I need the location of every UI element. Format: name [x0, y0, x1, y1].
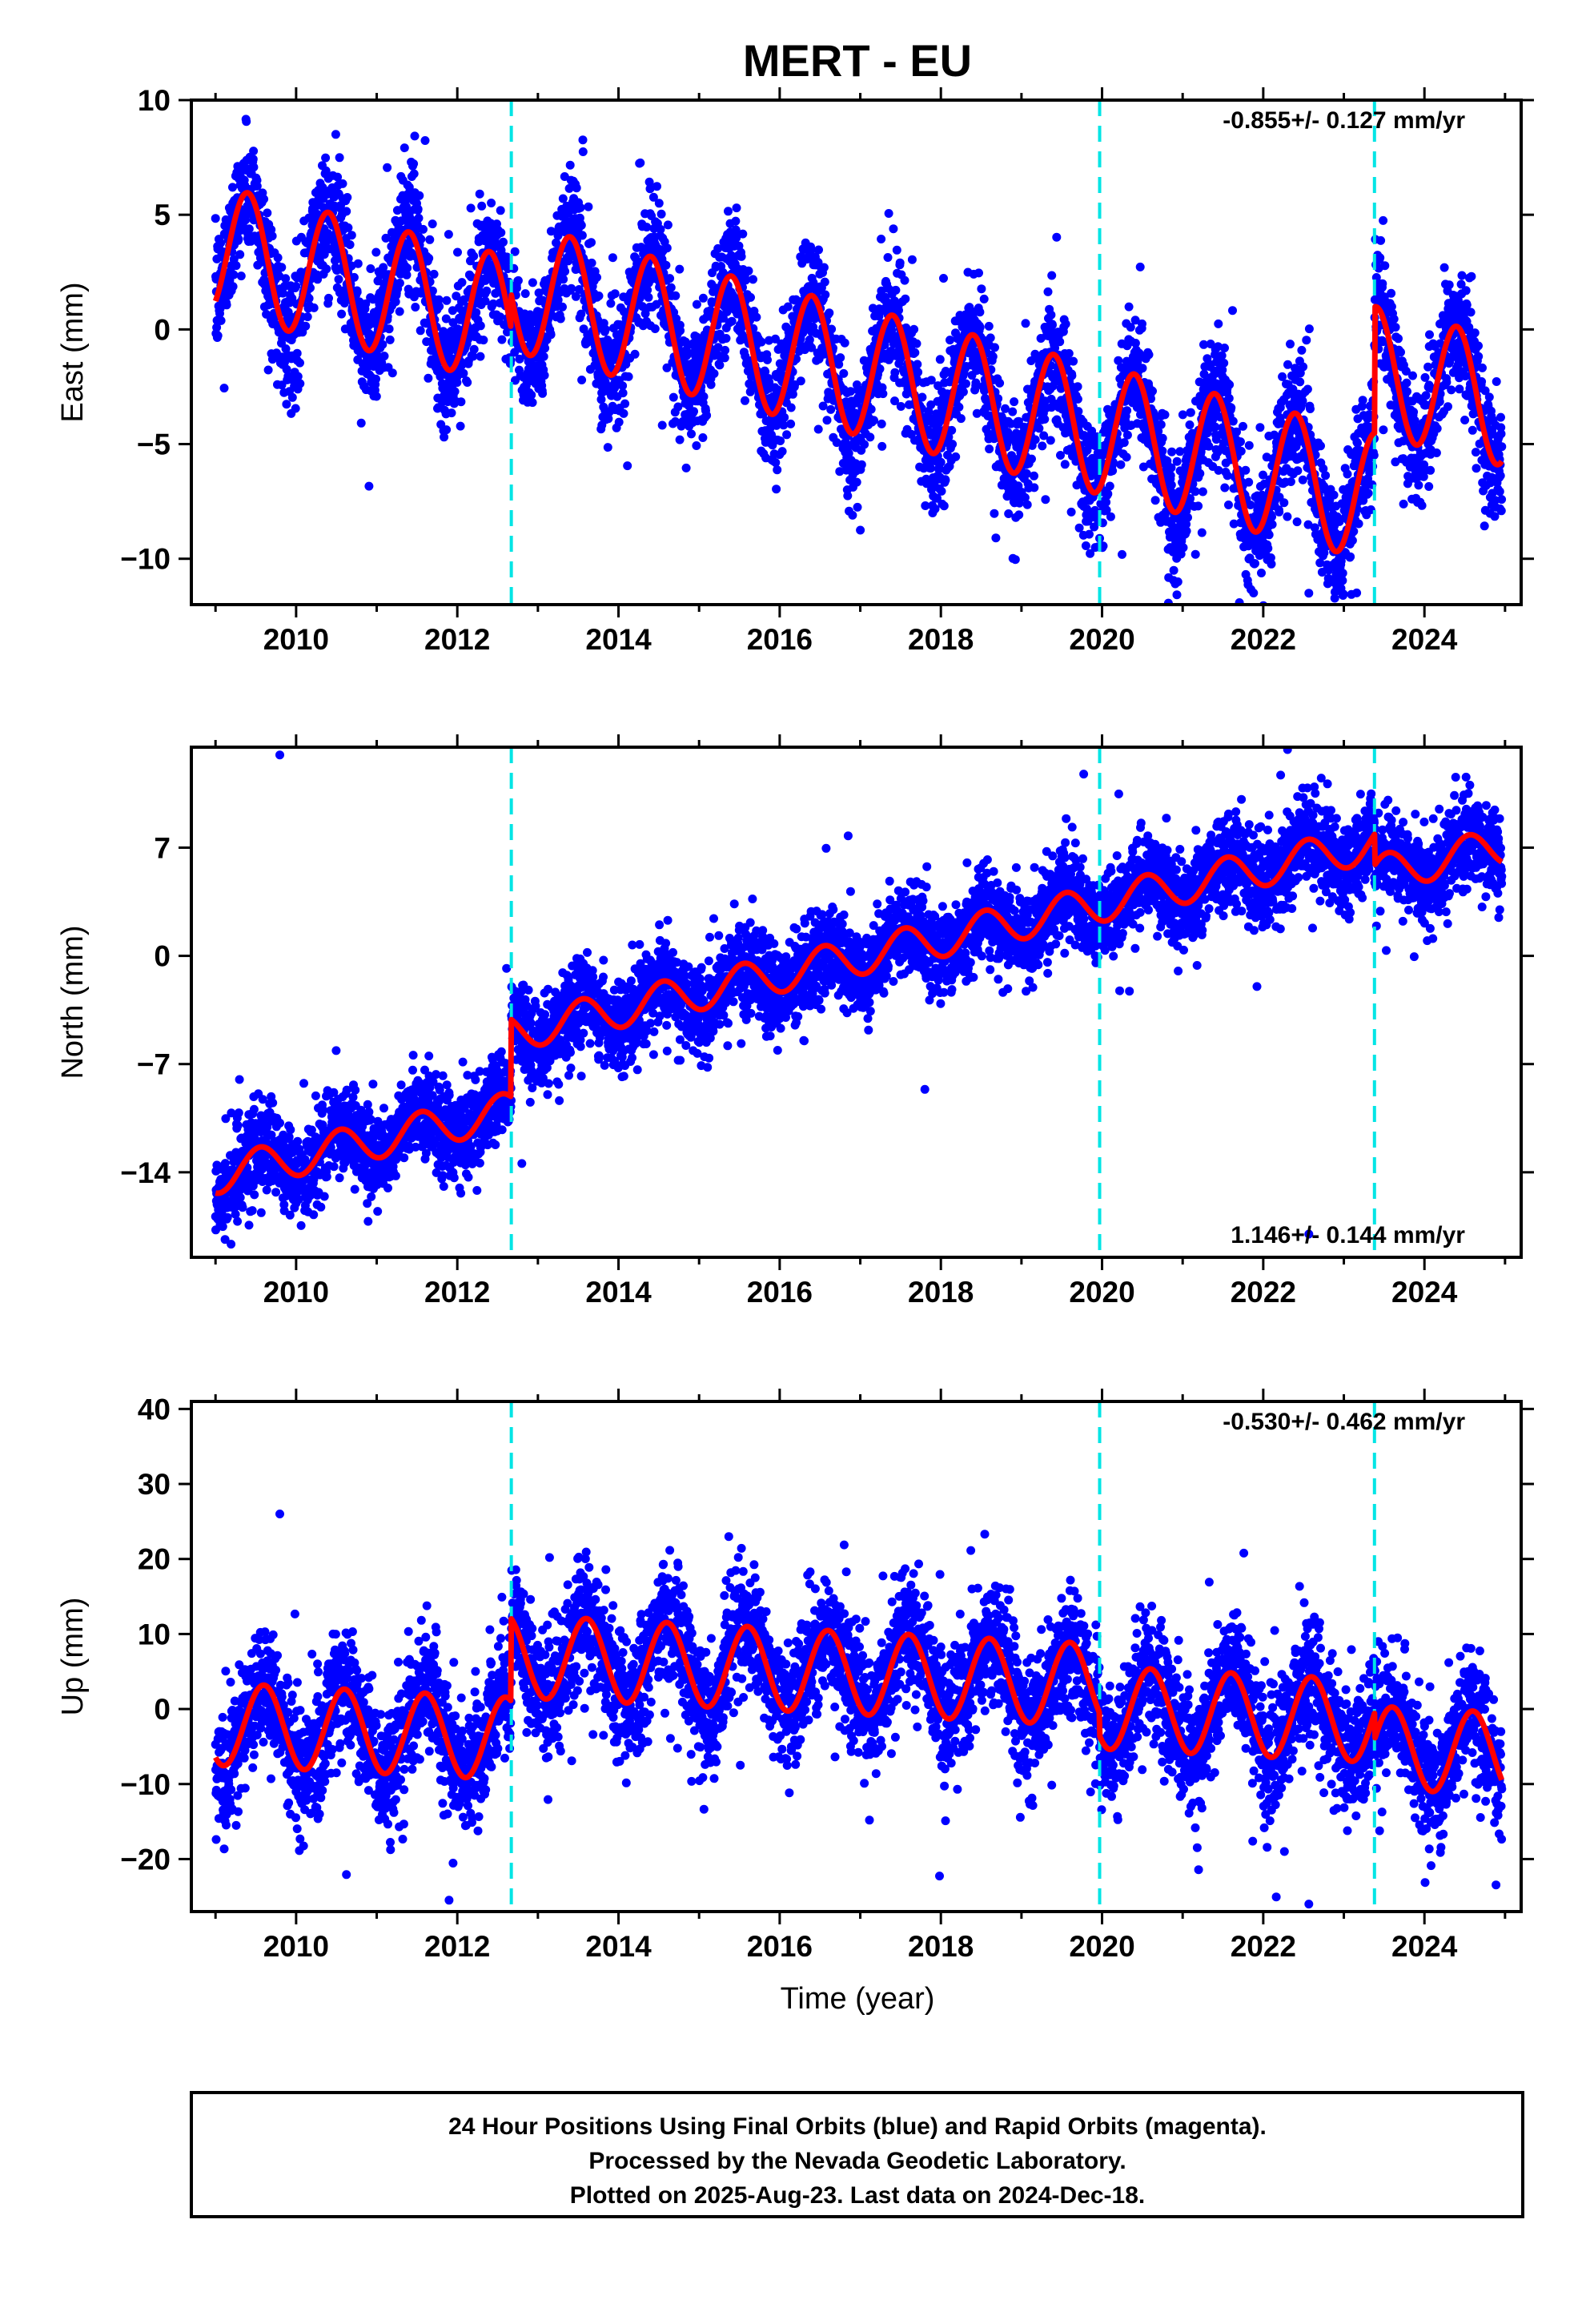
- x-tick-label: 2022: [1231, 1930, 1296, 1963]
- x-tick-label: 2016: [747, 623, 813, 656]
- x-tick-label: 2020: [1069, 1930, 1134, 1963]
- x-tick-label: 2012: [424, 623, 490, 656]
- rate-label: -0.855+/- 0.127 mm/yr: [1223, 107, 1465, 134]
- x-tick-label: 2024: [1391, 623, 1458, 656]
- x-tick-label: 2018: [908, 1276, 974, 1309]
- y-tick-label: −20: [120, 1843, 171, 1876]
- y-tick-label: 10: [138, 1618, 171, 1651]
- x-tick-label: 2014: [585, 623, 652, 656]
- x-tick-label: 2022: [1231, 1276, 1296, 1309]
- y-tick-label: −10: [120, 543, 171, 576]
- footer-line-3: Plotted on 2025-Aug-23. Last data on 202…: [570, 2182, 1146, 2209]
- y-tick-label: −14: [120, 1156, 171, 1189]
- x-tick-label: 2022: [1231, 623, 1296, 656]
- y-axis-label: North (mm): [56, 925, 90, 1079]
- x-tick-label: 2018: [908, 1930, 974, 1963]
- x-tick-label: 2016: [747, 1276, 813, 1309]
- footer-box: 24 Hour Positions Using Final Orbits (bl…: [191, 2093, 1523, 2217]
- y-axis-label: East (mm): [56, 282, 90, 422]
- figure-title: MERT - EU: [743, 35, 972, 86]
- y-tick-label: 5: [154, 199, 171, 231]
- y-tick-label: 0: [154, 940, 171, 973]
- x-tick-label: 2016: [747, 1930, 813, 1963]
- x-tick-label: 2018: [908, 623, 974, 656]
- x-tick-label: 2024: [1391, 1276, 1458, 1309]
- x-tick-label: 2012: [424, 1276, 490, 1309]
- y-tick-label: 40: [138, 1393, 171, 1425]
- x-tick-label: 2024: [1391, 1930, 1458, 1963]
- y-tick-label: 30: [138, 1468, 171, 1501]
- x-tick-label: 2012: [424, 1930, 490, 1963]
- x-tick-label: 2020: [1069, 623, 1134, 656]
- y-tick-label: 0: [154, 1693, 171, 1726]
- rate-label: -0.530+/- 0.462 mm/yr: [1223, 1409, 1465, 1435]
- y-tick-label: 0: [154, 313, 171, 346]
- x-tick-label: 2014: [585, 1930, 652, 1963]
- y-axis-label: Up (mm): [56, 1598, 90, 1716]
- rate-label: 1.146+/- 0.144 mm/yr: [1231, 1222, 1465, 1248]
- y-tick-label: 20: [138, 1543, 171, 1576]
- x-tick-label: 2010: [263, 623, 329, 656]
- footer-line-2: Processed by the Nevada Geodetic Laborat…: [588, 2148, 1126, 2174]
- footer-line-1: 24 Hour Positions Using Final Orbits (bl…: [448, 2113, 1267, 2140]
- x-axis-label: Time (year): [781, 1982, 935, 2016]
- x-tick-label: 2010: [263, 1930, 329, 1963]
- y-tick-label: −5: [137, 428, 171, 461]
- x-tick-label: 2010: [263, 1276, 329, 1309]
- y-tick-label: 7: [154, 831, 171, 864]
- x-tick-label: 2020: [1069, 1276, 1134, 1309]
- x-tick-label: 2014: [585, 1276, 652, 1309]
- y-tick-label: −10: [120, 1768, 171, 1801]
- y-tick-label: −7: [137, 1048, 171, 1081]
- y-tick-label: 10: [138, 84, 171, 117]
